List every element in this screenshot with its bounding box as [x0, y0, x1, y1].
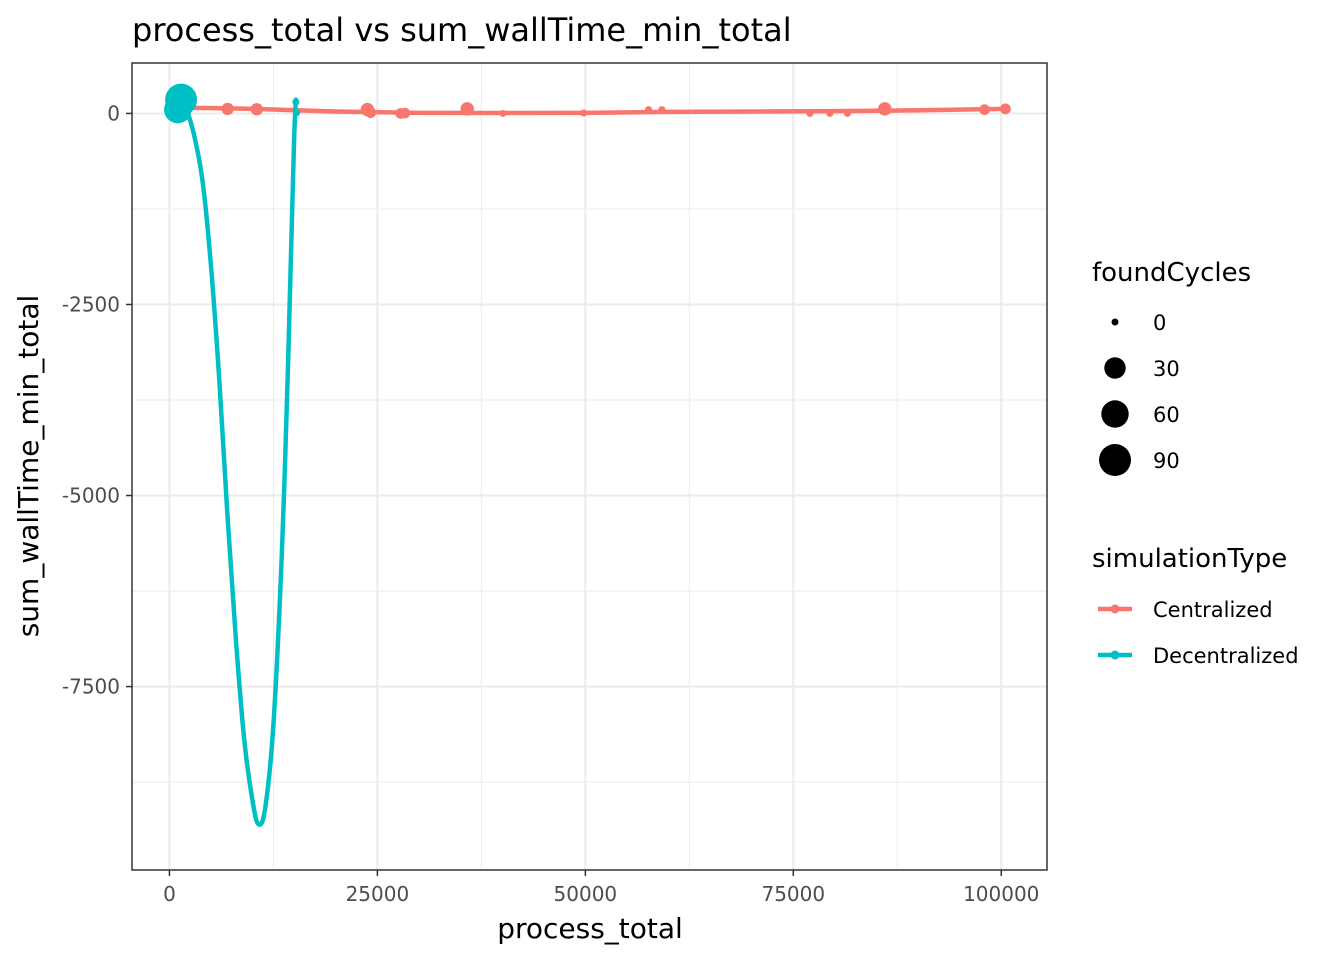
size-legend-title: foundCycles	[1092, 258, 1251, 288]
data-points	[164, 83, 1011, 124]
y-axis: 0 -2500 -5000 -7500	[62, 101, 132, 699]
x-tick-label: 25000	[346, 882, 410, 906]
size-legend-label: 0	[1153, 311, 1166, 335]
color-legend: simulationType Centralized Decentralized	[1092, 544, 1299, 668]
data-point	[250, 103, 263, 116]
chart-title: process_total vs sum_wallTime_min_total	[132, 11, 792, 49]
x-tick-label: 100000	[963, 882, 1039, 906]
data-point	[979, 104, 990, 115]
size-legend-label: 30	[1153, 357, 1180, 381]
data-point	[580, 109, 588, 117]
data-point	[460, 102, 474, 116]
data-point	[826, 109, 834, 117]
data-point	[221, 102, 234, 115]
x-axis-title: process_total	[497, 912, 683, 945]
y-tick-label: -7500	[62, 675, 120, 699]
y-tick-label: -2500	[62, 292, 120, 316]
size-legend-key	[1099, 444, 1131, 476]
x-tick-label: 0	[163, 882, 176, 906]
x-axis: 0 25000 50000 75000 100000	[163, 870, 1039, 906]
y-tick-label: 0	[107, 101, 120, 125]
color-legend-point	[1110, 650, 1120, 660]
size-legend-label: 90	[1153, 449, 1180, 473]
size-legend-key	[1104, 357, 1126, 379]
grid-minor	[132, 63, 1047, 870]
data-point	[365, 107, 377, 119]
y-tick-label: -5000	[62, 484, 120, 508]
size-legend-key	[1101, 400, 1129, 428]
x-tick-label: 50000	[554, 882, 618, 906]
data-point	[165, 83, 198, 116]
data-point	[806, 109, 814, 117]
data-point	[292, 98, 300, 106]
color-legend-point	[1110, 604, 1120, 614]
size-legend-label: 60	[1153, 403, 1180, 427]
data-point	[499, 109, 507, 117]
data-point	[293, 109, 301, 117]
color-legend-label: Centralized	[1153, 598, 1273, 622]
data-point	[399, 107, 411, 119]
size-legend: foundCycles 0 30 60 90	[1092, 258, 1251, 476]
plot-border	[131, 62, 1048, 871]
series-smooth-line	[175, 97, 299, 827]
data-point	[878, 102, 892, 116]
y-axis-title: sum_wallTime_min_total	[12, 295, 45, 638]
color-legend-label: Decentralized	[1153, 644, 1299, 668]
data-point	[1000, 103, 1011, 115]
data-point	[843, 109, 851, 117]
data-point	[645, 106, 653, 114]
color-legend-title: simulationType	[1092, 544, 1287, 574]
x-tick-label: 75000	[761, 882, 825, 906]
plot-panel	[132, 63, 1047, 870]
data-point	[658, 106, 666, 114]
size-legend-key	[1111, 318, 1119, 326]
